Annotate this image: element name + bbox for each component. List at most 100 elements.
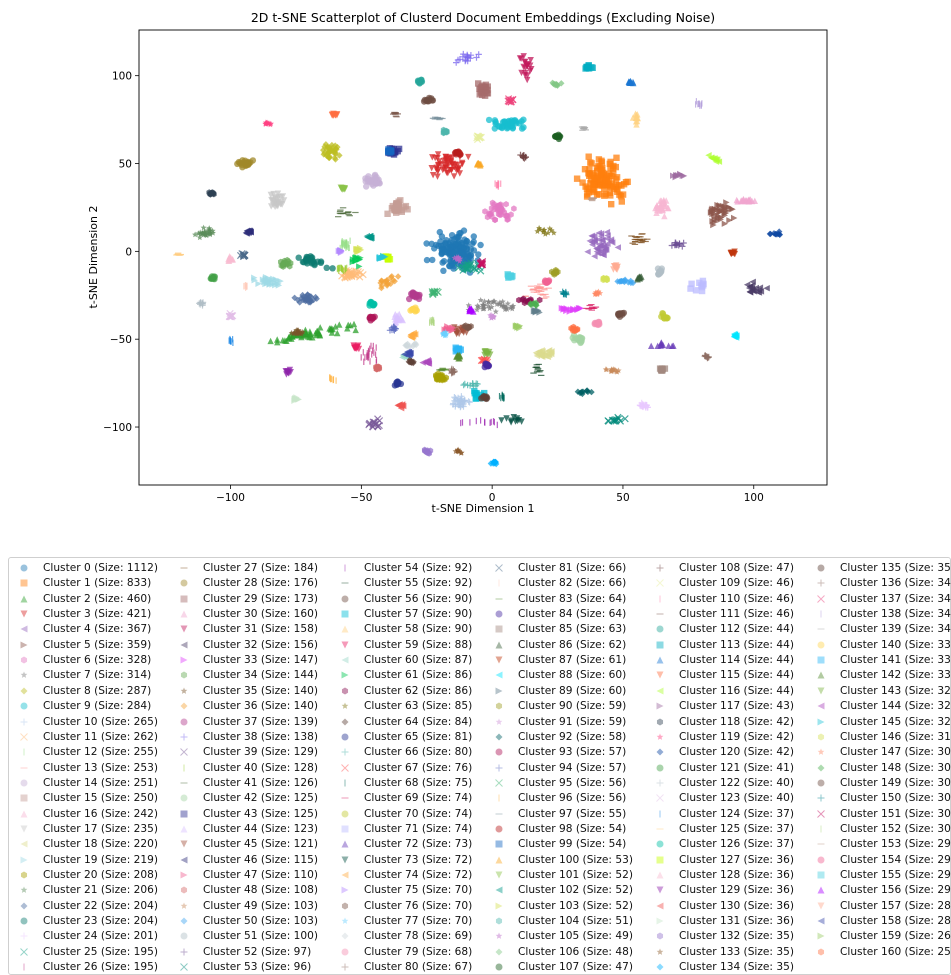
cluster-5-point (717, 208, 724, 215)
cluster-19-point (275, 282, 283, 289)
legend-label: Cluster 136 (Size: 34) (840, 577, 951, 590)
cluster-63-point (536, 224, 543, 231)
cluster-16-point (658, 205, 665, 212)
legend-marker (341, 902, 349, 910)
legend-item: Cluster 138 (Size: 34) (814, 606, 951, 622)
legend-item: Cluster 44 (Size: 123) (177, 821, 318, 837)
cluster-55-points (530, 363, 545, 376)
legend-label: Cluster 54 (Size: 92) (364, 562, 473, 574)
cluster-38-point (473, 54, 480, 61)
legend-item: Cluster 153 (Size: 29) (814, 836, 951, 852)
cluster-6-point (489, 199, 496, 206)
legend-marker (180, 825, 188, 833)
cluster-17-point (274, 190, 282, 197)
legend-marker (495, 948, 503, 956)
legend-item: Cluster 66 (Size: 80) (338, 744, 472, 760)
legend-item: Cluster 32 (Size: 156) (177, 637, 318, 653)
cluster-149-point (615, 310, 622, 317)
cluster-7-point (504, 300, 511, 307)
legend-label: Cluster 93 (Size: 57) (518, 746, 627, 759)
legend-label: Cluster 89 (Size: 60) (518, 684, 627, 697)
legend-label: Cluster 1 (Size: 833) (43, 577, 152, 590)
cluster-33-points (558, 305, 585, 315)
cluster-36-point (381, 278, 388, 285)
cluster-106-point (558, 80, 565, 87)
legend-item: Cluster 41 (Size: 126) (177, 775, 318, 791)
cluster-146-point (600, 276, 606, 284)
cluster-73-points (498, 414, 525, 426)
legend-label: Cluster 33 (Size: 147) (203, 654, 318, 667)
cluster-22-point (304, 291, 311, 298)
cluster-82-points (243, 282, 248, 291)
cluster-15-point (404, 206, 411, 213)
cluster-144-points (419, 357, 433, 367)
legend-item: Cluster 103 (Size: 52) (492, 898, 633, 914)
cluster-106-point (553, 81, 560, 88)
cluster-102-point (366, 232, 373, 240)
cluster-3-point (448, 155, 455, 162)
cluster-115-point (329, 112, 337, 119)
legend-marker (180, 840, 188, 848)
cluster-94-point (390, 323, 397, 330)
cluster-56-point (420, 98, 428, 105)
cluster-22-points (291, 291, 320, 306)
cluster-27-points (628, 233, 651, 245)
legend-item: Cluster 17 (Size: 235) (17, 821, 158, 837)
legend-marker (656, 564, 664, 572)
tsne-scatter-plot: 2D t-SNE Scatterplot of Clusterd Documen… (87, 10, 828, 515)
legend-label: Cluster 97 (Size: 55) (518, 807, 627, 820)
legend-item: Cluster 116 (Size: 44) (653, 683, 794, 699)
legend-item: Cluster 160 (Size: 25) (814, 944, 951, 960)
legend-item: Cluster 52 (Size: 97) (177, 944, 311, 960)
cluster-19-point (269, 281, 276, 288)
legend-label: Cluster 30 (Size: 160) (203, 608, 318, 621)
legend-label: Cluster 69 (Size: 74) (364, 792, 473, 805)
cluster-122-point (199, 300, 206, 307)
legend-item: Cluster 3 (Size: 421) (17, 606, 151, 622)
legend-label: Cluster 73 (Size: 72) (364, 853, 473, 866)
legend-marker (495, 856, 503, 864)
cluster-1-point (591, 188, 598, 196)
legend-item: Cluster 85 (Size: 63) (492, 621, 626, 637)
legend-marker (180, 917, 188, 925)
cluster-5-point (722, 209, 730, 217)
legend-marker (495, 733, 503, 741)
legend-item: Cluster 16 (Size: 242) (17, 806, 158, 822)
cluster-9-point (520, 116, 527, 123)
cluster-118-point (210, 190, 217, 197)
legend-marker (817, 932, 825, 940)
cluster-3-point (442, 153, 449, 161)
cluster-78-point (404, 340, 411, 348)
legend-label: Cluster 13 (Size: 253) (43, 761, 158, 774)
legend-marker (180, 902, 188, 909)
cluster-4-point (599, 236, 606, 244)
legend-marker (180, 567, 188, 569)
cluster-15-point (393, 200, 400, 207)
cluster-2-point (350, 320, 358, 328)
legend-marker (23, 963, 25, 971)
legend-label: Cluster 140 (Size: 33) (840, 638, 951, 651)
cluster-86-point (636, 274, 643, 281)
cluster-5-point (709, 218, 716, 225)
legend-label: Cluster 128 (Size: 36) (679, 869, 794, 881)
x-tick-label: −100 (216, 492, 245, 504)
cluster-16-point (665, 204, 672, 212)
cluster-10-point (457, 403, 464, 411)
legend-label: Cluster 145 (Size: 32) (840, 715, 951, 728)
cluster-136-points (448, 365, 458, 377)
legend-label: Cluster 101 (Size: 52) (518, 869, 633, 881)
legend-marker (23, 748, 25, 756)
cluster-9-point (504, 123, 511, 130)
legend-item: Cluster 111 (Size: 46) (653, 606, 794, 622)
cluster-33-point (576, 305, 583, 312)
cluster-72-points (648, 339, 677, 349)
cluster-10-point (457, 396, 464, 403)
cluster-130-points (394, 401, 407, 412)
cluster-153-points (587, 197, 597, 202)
legend-label: Cluster 29 (Size: 173) (203, 592, 318, 605)
legend-marker (495, 598, 503, 600)
legend-label: Cluster 38 (Size: 138) (203, 730, 318, 743)
cluster-4-point (595, 236, 602, 243)
legend: Cluster 0 (Size: 1112) Cluster 1 (Size: 8… (8, 557, 951, 975)
legend-marker (817, 564, 825, 572)
